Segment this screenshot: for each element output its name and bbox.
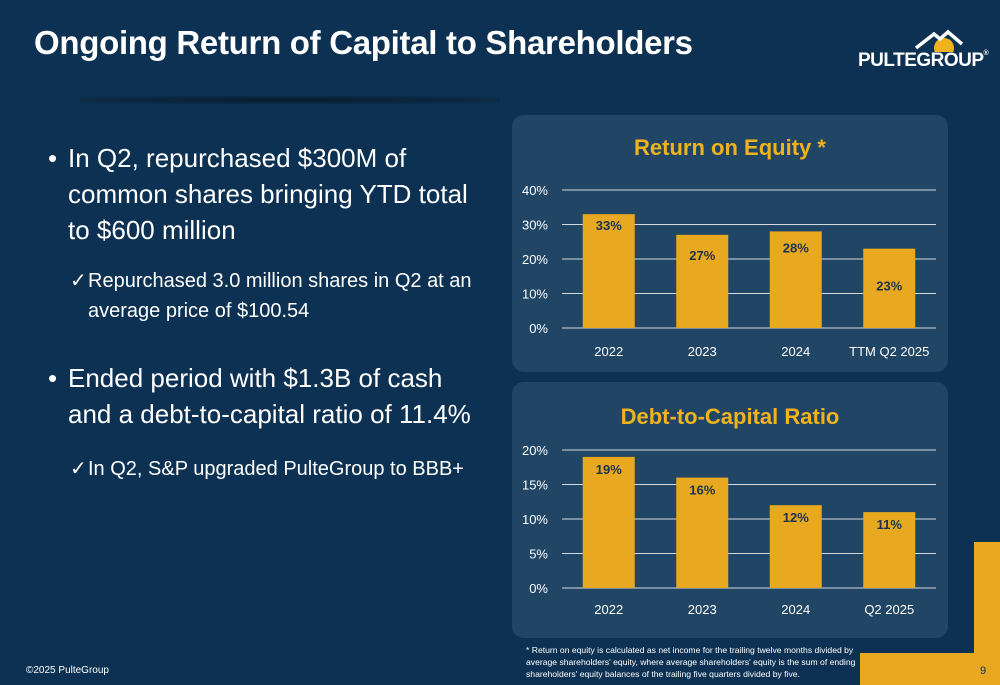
data-label: 23%	[876, 279, 902, 294]
copyright: ©2025 PulteGroup	[26, 665, 109, 676]
data-label: 16%	[689, 483, 715, 498]
sub-bullet-item: ✓ Repurchased 3.0 million shares in Q2 a…	[70, 266, 490, 326]
y-tick-label: 5%	[529, 547, 548, 562]
y-tick-label: 20%	[522, 252, 548, 267]
roof-icon	[914, 29, 964, 52]
x-tick-label: 2024	[781, 344, 810, 359]
slide-title: Ongoing Return of Capital to Shareholder…	[34, 24, 693, 61]
y-tick-label: 20%	[522, 443, 548, 458]
data-label: 27%	[689, 248, 715, 263]
data-label: 11%	[877, 517, 903, 532]
y-tick-label: 40%	[522, 183, 548, 198]
chart-title: Return on Equity *	[634, 135, 826, 160]
x-tick-label: TTM Q2 2025	[849, 344, 929, 359]
y-tick-label: 15%	[522, 478, 548, 493]
y-tick-label: 30%	[522, 218, 548, 233]
y-tick-label: 10%	[522, 512, 548, 527]
bar	[863, 248, 916, 328]
registered-mark: ®	[983, 50, 989, 57]
bar	[676, 477, 729, 588]
bullet-marker: •	[48, 363, 58, 393]
bar	[582, 214, 635, 328]
data-label: 28%	[783, 240, 809, 255]
debt-to-capital-chart: 0% 5% 10% 15% 20% 19% 2022 16% 2023 12% 2024 11% Q2 …	[522, 443, 936, 617]
x-tick-label: 2024	[781, 602, 810, 617]
sub-bullet-text: In Q2, S&P upgraded PulteGroup to BBB+	[88, 458, 464, 480]
x-tick-label: Q2 2025	[864, 602, 914, 617]
logo-wordmark-text: PULTEGROUP	[858, 50, 984, 71]
y-tick-label: 10%	[522, 287, 548, 302]
data-label: 19%	[596, 462, 622, 477]
bar	[769, 231, 822, 328]
bullet-item: • Ended period with $1.3B of cash and a …	[48, 360, 488, 432]
data-label: 12%	[783, 510, 809, 525]
title-shadow	[80, 96, 500, 104]
footnote: * Return on equity is calculated as net …	[526, 645, 856, 679]
bullet-item: • In Q2, repurchased $300M of common sha…	[48, 140, 488, 248]
accent-bar-horizontal	[860, 653, 1000, 685]
bar	[863, 512, 916, 588]
x-tick-label: 2023	[688, 344, 717, 359]
checkmark-icon: ✓	[70, 270, 87, 292]
bar	[676, 234, 729, 328]
x-tick-label: 2023	[688, 602, 717, 617]
logo-wordmark: PULTEGROUP®	[858, 50, 989, 72]
sub-bullet-item: ✓ In Q2, S&P upgraded PulteGroup to BBB+	[70, 454, 510, 484]
roe-chart-panel: Return on Equity * 0% 10% 20% 30% 40% 33% 2022…	[512, 115, 948, 372]
data-label: 33%	[596, 218, 622, 233]
x-tick-label: 2022	[594, 344, 623, 359]
y-tick-label: 0%	[529, 581, 548, 596]
debt-to-capital-chart-panel: Debt-to-Capital Ratio 0% 5% 10% 15% 20% 19% 20…	[512, 382, 948, 638]
bar	[582, 456, 635, 588]
bullet-marker: •	[48, 143, 58, 173]
sub-bullet-text: Repurchased 3.0 million shares in Q2 at …	[88, 270, 472, 322]
pultegroup-logo: PULTEGROUP®	[856, 28, 989, 74]
page-number: 9	[980, 665, 987, 677]
y-tick-label: 0%	[529, 321, 548, 336]
checkmark-icon: ✓	[70, 458, 87, 480]
x-tick-label: 2022	[594, 602, 623, 617]
bullet-text: Ended period with $1.3B of cash and a de…	[68, 363, 471, 429]
bar	[769, 505, 822, 588]
roe-chart: 0% 10% 20% 30% 40% 33% 2022 27% 2023 28% 2024 23% TT…	[522, 183, 936, 359]
bullet-text: In Q2, repurchased $300M of common share…	[68, 143, 468, 245]
chart-title: Debt-to-Capital Ratio	[620, 404, 840, 429]
